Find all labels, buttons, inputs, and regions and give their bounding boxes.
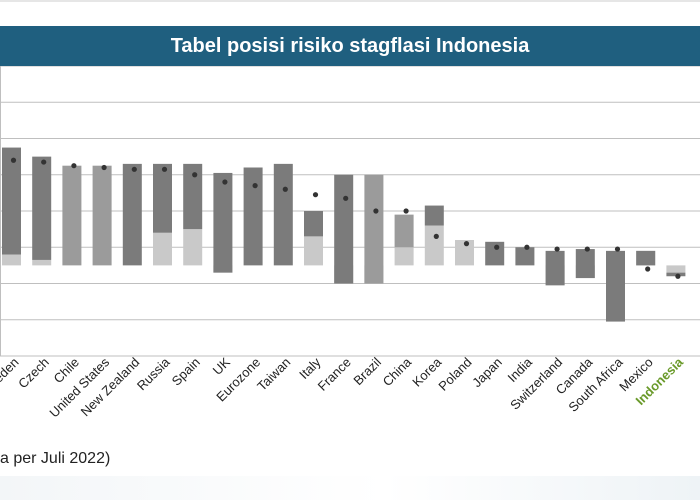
bar-upper [364, 174, 384, 284]
marker-point [343, 195, 349, 201]
bar-upper [485, 241, 505, 266]
marker-point [494, 244, 500, 250]
footnote: a per Juli 2022) [0, 450, 111, 467]
top-rule [0, 0, 700, 2]
bar-upper [606, 250, 625, 322]
bar-upper [92, 165, 112, 266]
marker-point [554, 246, 560, 252]
x-tick-label: France [315, 355, 354, 394]
chart-area: eden Czech Chile United States New Zealand Ru… [0, 66, 700, 448]
marker-point [312, 192, 319, 198]
x-tick-label: Poland [435, 355, 474, 394]
bottom-decoration [0, 476, 700, 500]
marker-point [403, 208, 409, 214]
marker-point [192, 172, 198, 178]
marker-point [282, 186, 288, 192]
marker-point [161, 166, 168, 172]
bar-lower [424, 225, 444, 266]
x-tick-label: Spain [169, 355, 203, 389]
bar-upper [153, 163, 172, 233]
bar-lower [455, 240, 474, 266]
x-tick-label: Brazil [350, 354, 384, 388]
bar-upper [2, 147, 21, 255]
x-tick-label: UK [210, 354, 234, 378]
marker-point [433, 233, 439, 239]
marker-point [252, 183, 258, 189]
bar-upper [545, 250, 565, 286]
bar-upper [62, 165, 82, 266]
marker-point [71, 163, 77, 169]
marker-point [131, 166, 137, 172]
bar-upper [183, 163, 203, 230]
x-tick-label: Russia [134, 354, 173, 393]
marker-point [614, 246, 621, 252]
bar-upper [424, 205, 444, 226]
bar-lower [2, 254, 21, 266]
marker-point [524, 244, 530, 250]
bar-lower [304, 236, 323, 266]
marker-point [373, 208, 379, 214]
bar-upper [32, 156, 52, 260]
marker-point [101, 164, 107, 171]
bar-upper [243, 167, 263, 266]
bar-upper [122, 163, 142, 266]
marker-point [584, 246, 590, 252]
bar-upper [666, 272, 686, 277]
marker-point [41, 159, 47, 165]
bar-upper [515, 247, 535, 266]
marker-point [10, 157, 17, 163]
marker-point [645, 266, 651, 272]
bar-upper [334, 174, 354, 284]
x-tick-label: Japan [469, 355, 505, 391]
marker-point [675, 273, 681, 279]
bar-lower [32, 259, 52, 266]
bar-lower [153, 232, 172, 266]
marker-point [222, 179, 228, 185]
bar-upper [213, 172, 233, 273]
bar-upper [575, 249, 595, 279]
bar-upper [636, 250, 656, 266]
bar-upper [273, 163, 293, 266]
x-tick-label: Taiwan [254, 355, 293, 394]
bar-upper [394, 214, 414, 248]
bar-lower [666, 265, 686, 273]
bar-upper [304, 211, 323, 237]
bar-lower [394, 247, 414, 266]
page-title: Tabel posisi risiko stagflasi Indonesia [0, 26, 700, 66]
x-tick-label: China [380, 354, 415, 389]
bar-lower [183, 229, 203, 266]
x-tick-label: Czech [15, 355, 52, 392]
marker-point [463, 241, 470, 247]
